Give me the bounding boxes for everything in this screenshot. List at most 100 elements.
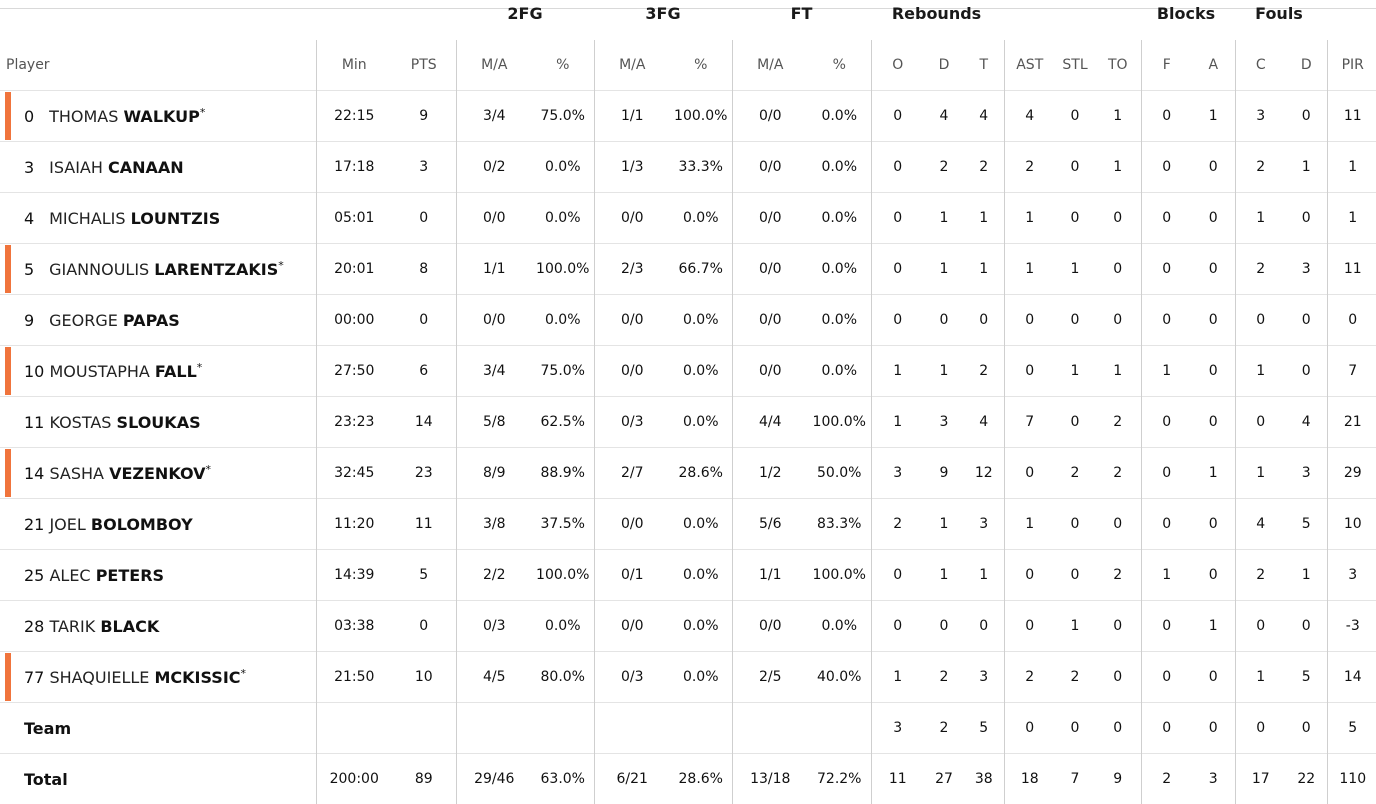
player-first-name[interactable]: TARIK [49,617,95,636]
col-blk-a[interactable]: A [1192,40,1235,91]
cell-reb-d: 27 [924,754,964,804]
player-cell[interactable]: 28 TARIK BLACK [0,601,316,652]
cell-fouls-c: 0 [1235,703,1286,754]
player-cell[interactable]: 3 ISAIAH CANAAN [0,142,316,193]
player-last-name[interactable]: PETERS [96,566,164,585]
col-player[interactable]: Player [0,40,316,91]
cell-2fg-pct: 0.0% [532,193,594,244]
player-cell[interactable]: 25 ALEC PETERS [0,550,316,601]
starter-indicator [5,92,11,140]
player-first-name[interactable]: KOSTAS [49,413,111,432]
player-cell[interactable]: 0 THOMAS WALKUP* [0,91,316,142]
cell-3fg-ma: 0/0 [594,499,670,550]
cell-stl: 1 [1055,244,1095,295]
cell-stl: 1 [1055,346,1095,397]
player-cell[interactable]: 5 GIANNOULIS LARENTZAKIS* [0,244,316,295]
cell-blk-a: 1 [1192,91,1235,142]
col-3fg-ma[interactable]: M/A [594,40,670,91]
col-stl[interactable]: STL [1055,40,1095,91]
cell-reb-o: 3 [871,448,924,499]
col-reb-t[interactable]: T [964,40,1004,91]
player-last-name[interactable]: LOUNTZIS [131,209,221,228]
player-first-name[interactable]: GEORGE [49,311,118,330]
group-header-3fg: 3FG [594,4,732,23]
cell-stl: 0 [1055,142,1095,193]
col-ft-ma[interactable]: M/A [732,40,808,91]
col-2fg-pct[interactable]: % [532,40,594,91]
player-first-name[interactable]: ISAIAH [49,158,103,177]
player-last-name[interactable]: VEZENKOV [109,464,205,483]
player-cell[interactable]: 10 MOUSTAPHA FALL* [0,346,316,397]
cell-2fg-ma: 3/4 [456,91,532,142]
player-cell[interactable]: 14 SASHA VEZENKOV* [0,448,316,499]
player-cell[interactable]: 11 KOSTAS SLOUKAS [0,397,316,448]
cell-fouls-d: 0 [1286,91,1327,142]
player-cell[interactable]: 77 SHAQUIELLE MCKISSIC* [0,652,316,703]
player-cell[interactable]: 4 MICHALIS LOUNTZIS [0,193,316,244]
player-first-name[interactable]: SHAQUIELLE [49,668,149,687]
player-first-name[interactable]: MICHALIS [49,209,125,228]
cell-pir: 29 [1327,448,1376,499]
player-last-name[interactable]: BLACK [100,617,159,636]
cell-3fg-ma: 0/0 [594,295,670,346]
col-reb-d[interactable]: D [924,40,964,91]
player-last-name[interactable]: BOLOMBOY [91,515,193,534]
cell-reb-o: 1 [871,652,924,703]
col-blk-f[interactable]: F [1141,40,1192,91]
cell-stl: 7 [1055,754,1095,804]
col-reb-o[interactable]: O [871,40,924,91]
cell-3fg-ma: 0/3 [594,397,670,448]
cell-pir: 10 [1327,499,1376,550]
player-first-name[interactable]: GIANNOULIS [49,260,149,279]
col-2fg-ma[interactable]: M/A [456,40,532,91]
starter-indicator [5,347,11,395]
player-last-name[interactable]: SLOUKAS [117,413,201,432]
cell-reb-t: 3 [964,652,1004,703]
col-fouls-d[interactable]: D [1286,40,1327,91]
player-first-name[interactable]: THOMAS [49,107,118,126]
col-pts[interactable]: PTS [392,40,456,91]
player-last-name[interactable]: MCKISSIC [154,668,240,687]
col-3fg-pct[interactable]: % [670,40,732,91]
player-cell[interactable]: 21 JOEL BOLOMBOY [0,499,316,550]
player-last-name[interactable]: PAPAS [123,311,180,330]
player-first-name[interactable]: ALEC [49,566,90,585]
player-cell[interactable]: 9 GEORGE PAPAS [0,295,316,346]
col-ast[interactable]: AST [1004,40,1055,91]
cell-fouls-d: 0 [1286,193,1327,244]
cell-ast: 0 [1004,346,1055,397]
cell-blk-f: 0 [1141,499,1192,550]
cell-pir: 1 [1327,142,1376,193]
cell-ft-ma: 0/0 [732,193,808,244]
cell-to: 1 [1095,142,1141,193]
player-last-name[interactable]: CANAAN [108,158,184,177]
cell-fouls-d: 0 [1286,703,1327,754]
player-last-name[interactable]: FALL [155,362,197,381]
col-to[interactable]: TO [1095,40,1141,91]
col-min[interactable]: Min [316,40,392,91]
player-first-name[interactable]: SASHA [49,464,104,483]
cell-min: 05:01 [316,193,392,244]
player-first-name[interactable]: JOEL [49,515,85,534]
cell-blk-f: 0 [1141,244,1192,295]
player-last-name[interactable]: WALKUP [124,107,200,126]
cell-3fg-pct [670,703,732,754]
cell-ft-ma [732,703,808,754]
col-ft-pct[interactable]: % [808,40,871,91]
col-pir[interactable]: PIR [1327,40,1376,91]
player-first-name[interactable]: MOUSTAPHA [49,362,149,381]
player-last-name[interactable]: LARENTZAKIS [154,260,278,279]
col-fouls-c[interactable]: C [1235,40,1286,91]
